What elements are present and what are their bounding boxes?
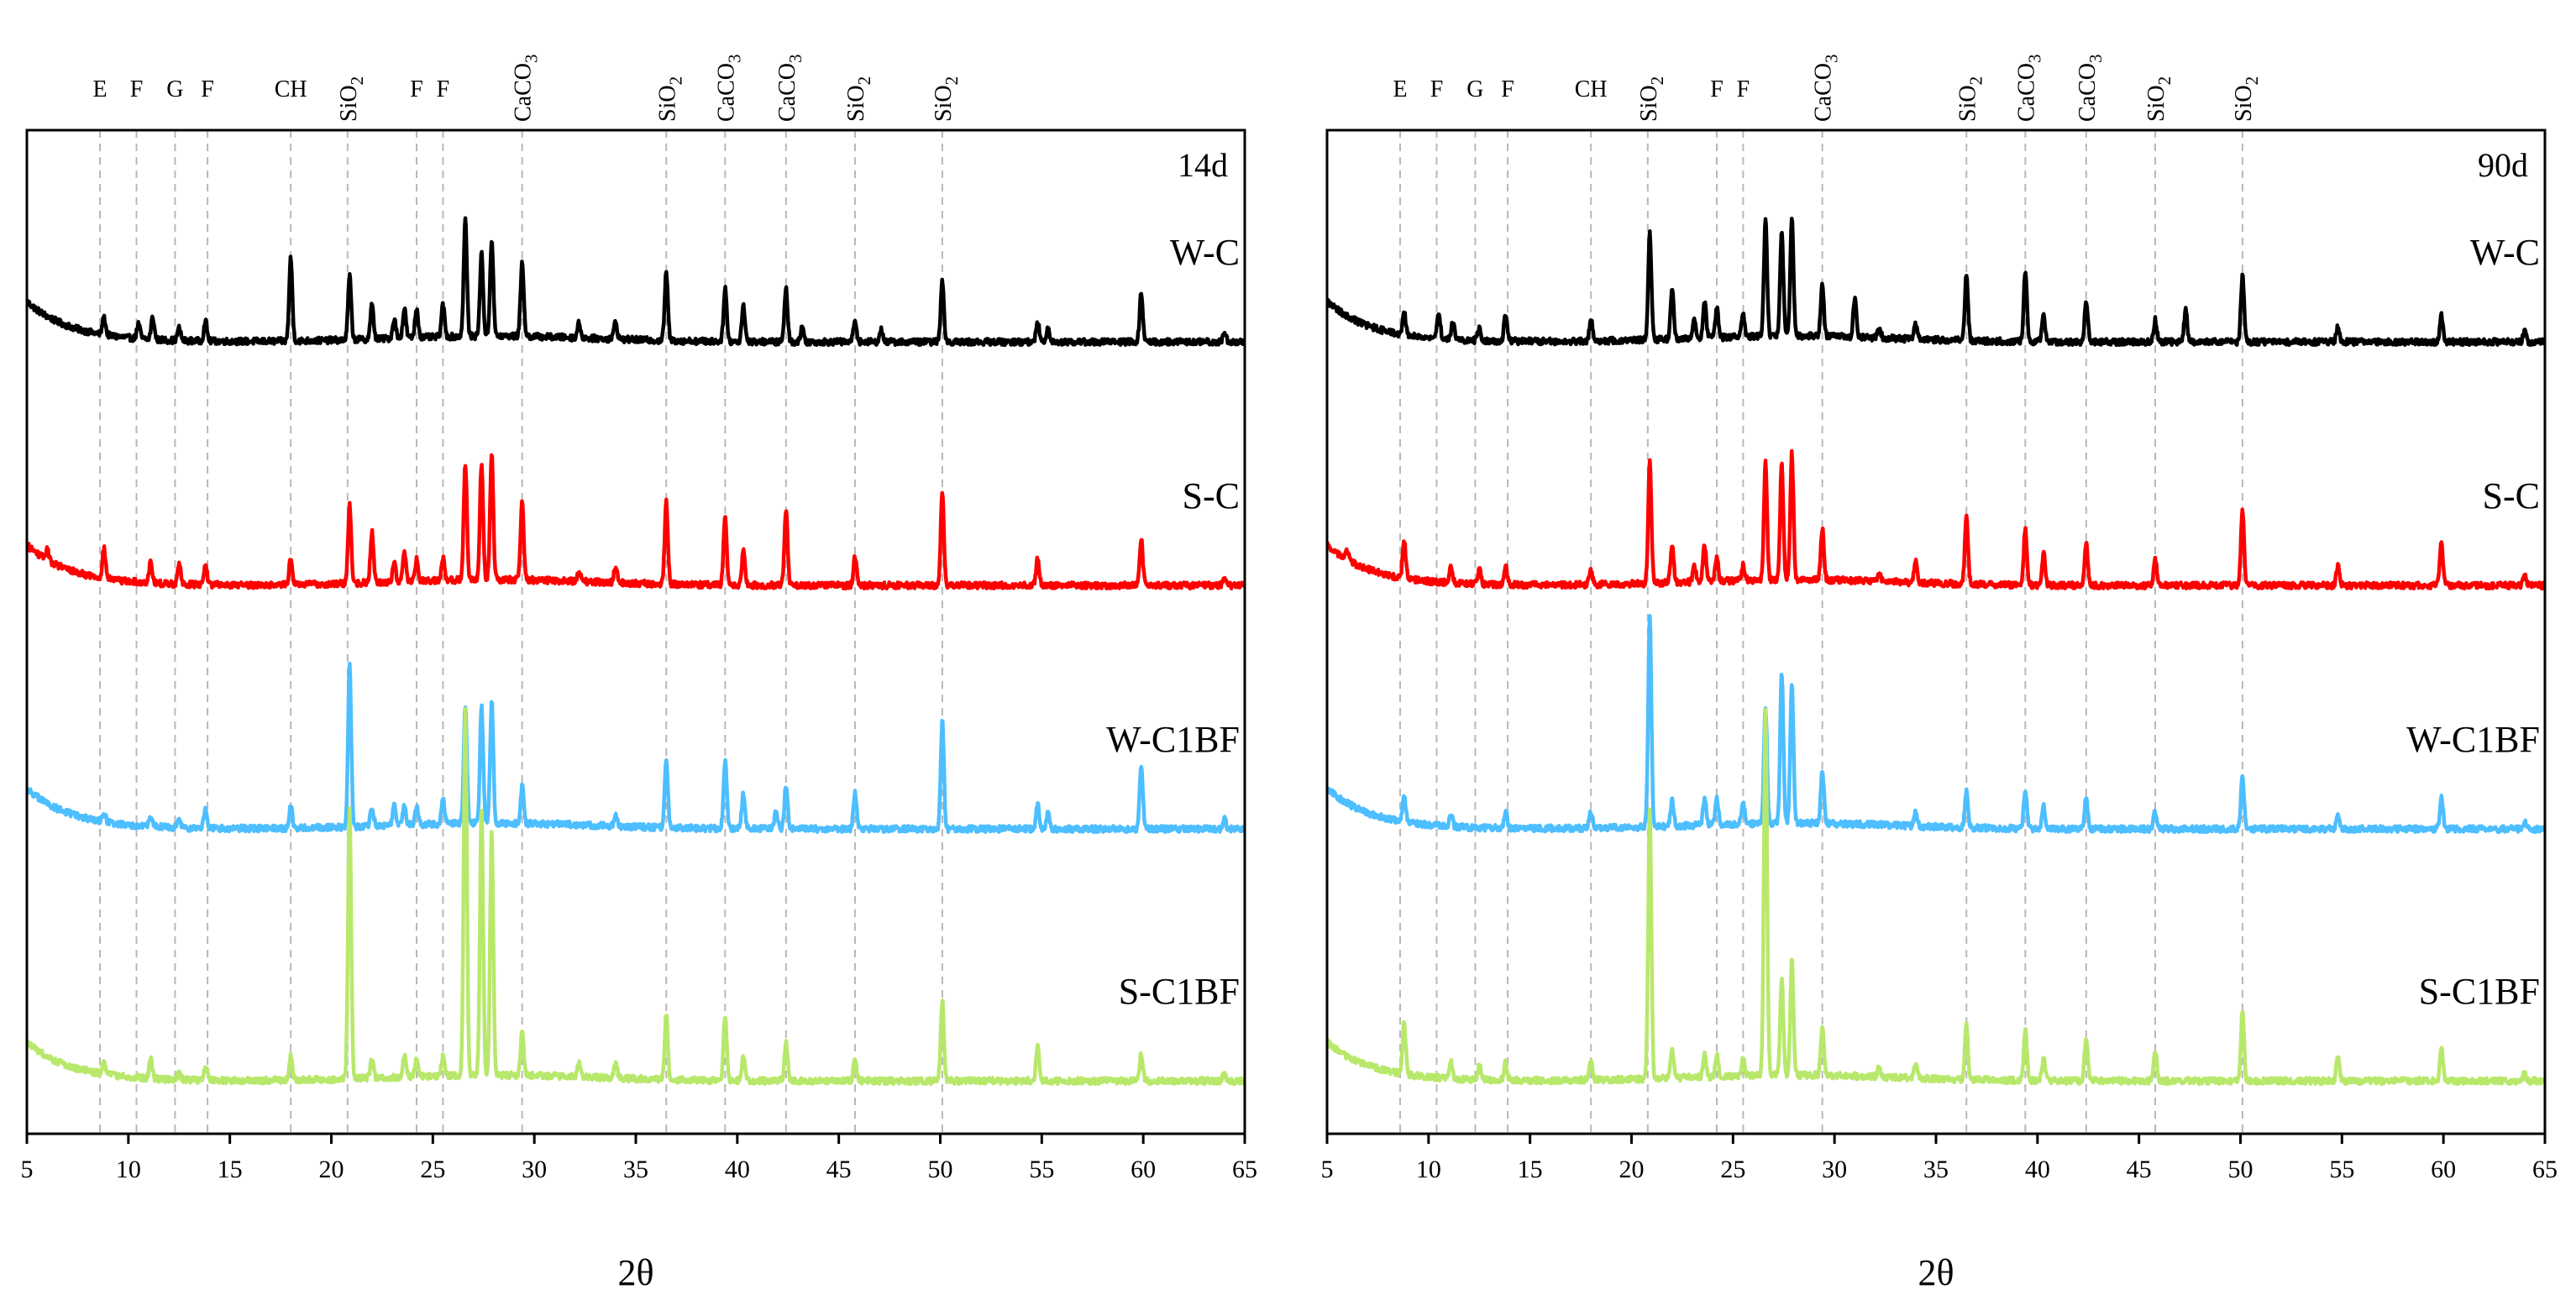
- x-tick-label: 5: [1321, 1156, 1334, 1183]
- series-label-w-c: W-C: [2470, 232, 2540, 273]
- phase-marker-label: SiO2: [1636, 76, 1667, 122]
- series-s-c1bf-line: [27, 706, 1245, 1087]
- series-w-c-line: [1327, 217, 2545, 348]
- panel-label: 90d: [2478, 146, 2528, 184]
- phase-marker-label: F: [1737, 76, 1750, 102]
- x-tick-label: 60: [1131, 1156, 1156, 1183]
- phase-marker-label: SiO2: [654, 76, 685, 122]
- x-tick-label: 10: [116, 1156, 141, 1183]
- x-tick-label: 20: [1619, 1156, 1645, 1183]
- phase-marker-label: CH: [275, 76, 307, 102]
- phase-marker-label: G: [1466, 76, 1483, 102]
- x-tick-label: 15: [1518, 1156, 1543, 1183]
- x-tick-label: 5: [21, 1156, 34, 1183]
- phase-marker-label: CaCO3: [511, 55, 542, 123]
- phase-marker-label: F: [1430, 76, 1444, 102]
- x-tick-label: 50: [2228, 1156, 2253, 1183]
- phase-marker-label: G: [166, 76, 183, 102]
- x-tick-label: 35: [623, 1156, 648, 1183]
- series-label-s-c1bf: S-C1BF: [2419, 971, 2540, 1012]
- phase-marker-label: F: [130, 76, 144, 102]
- phase-marker-label: E: [1393, 76, 1407, 102]
- x-tick-label: 40: [2025, 1156, 2050, 1183]
- phase-marker-label: CaCO3: [2075, 55, 2106, 123]
- series-s-c-line: [27, 453, 1245, 591]
- x-tick-label: 50: [928, 1156, 953, 1183]
- phase-marker-label: F: [410, 76, 423, 102]
- phase-marker-label: CaCO3: [713, 55, 744, 123]
- phase-marker-label: CH: [1575, 76, 1608, 102]
- phase-marker-label: CaCO3: [774, 55, 805, 123]
- panel-label: 14d: [1178, 146, 1228, 184]
- phase-marker-label: F: [437, 76, 450, 102]
- x-tick-label: 45: [826, 1156, 852, 1183]
- x-tick-label: 40: [725, 1156, 750, 1183]
- plot-frame: [1325, 128, 2547, 1135]
- x-tick-label: 55: [1029, 1156, 1054, 1183]
- x-tick-label: 30: [1822, 1156, 1847, 1183]
- x-tick-label: 60: [2431, 1156, 2456, 1183]
- series-label-s-c1bf: S-C1BF: [1119, 971, 1240, 1012]
- series-label-w-c1bf: W-C1BF: [1106, 719, 1240, 760]
- plot-frame: [25, 128, 1246, 1135]
- series-w-c-line: [27, 216, 1245, 348]
- phase-marker-label: CaCO3: [2013, 55, 2044, 123]
- x-tick-label: 15: [218, 1156, 243, 1183]
- x-tick-label: 45: [2127, 1156, 2152, 1183]
- x-tick-label: 30: [522, 1156, 547, 1183]
- phase-marker-label: SiO2: [2231, 76, 2262, 122]
- phase-marker-label: SiO2: [843, 76, 874, 122]
- x-tick-label: 20: [319, 1156, 344, 1183]
- phase-marker-label: F: [1501, 76, 1514, 102]
- series-label-s-c: S-C: [1183, 475, 1240, 516]
- phase-marker-label: F: [201, 76, 214, 102]
- x-axis-title: 2θ: [617, 1252, 653, 1293]
- phase-marker-label: SiO2: [931, 76, 962, 122]
- x-tick-label: 25: [1720, 1156, 1745, 1183]
- x-tick-label: 65: [1232, 1156, 1257, 1183]
- series-s-c-line: [1327, 448, 2545, 591]
- phase-marker-label: SiO2: [2143, 76, 2175, 122]
- phase-marker-label: CaCO3: [1811, 55, 1842, 123]
- x-axis-title: 2θ: [1918, 1252, 1954, 1293]
- series-s-c1bf-line: [1327, 707, 2545, 1087]
- phase-marker-label: SiO2: [336, 76, 367, 122]
- x-tick-label: 55: [2329, 1156, 2354, 1183]
- x-tick-label: 10: [1416, 1156, 1441, 1183]
- phase-marker-label: F: [1710, 76, 1723, 102]
- phase-marker-label: SiO2: [1954, 76, 1986, 122]
- series-w-c1bf-line: [1327, 614, 2545, 835]
- series-w-c1bf-line: [27, 661, 1245, 835]
- series-label-s-c: S-C: [2483, 475, 2540, 516]
- x-tick-label: 35: [1923, 1156, 1949, 1183]
- phase-marker-label: E: [92, 76, 107, 102]
- x-tick-label: 65: [2532, 1156, 2558, 1183]
- series-label-w-c: W-C: [1170, 232, 1240, 273]
- x-tick-label: 25: [420, 1156, 445, 1183]
- series-label-w-c1bf: W-C1BF: [2406, 719, 2540, 760]
